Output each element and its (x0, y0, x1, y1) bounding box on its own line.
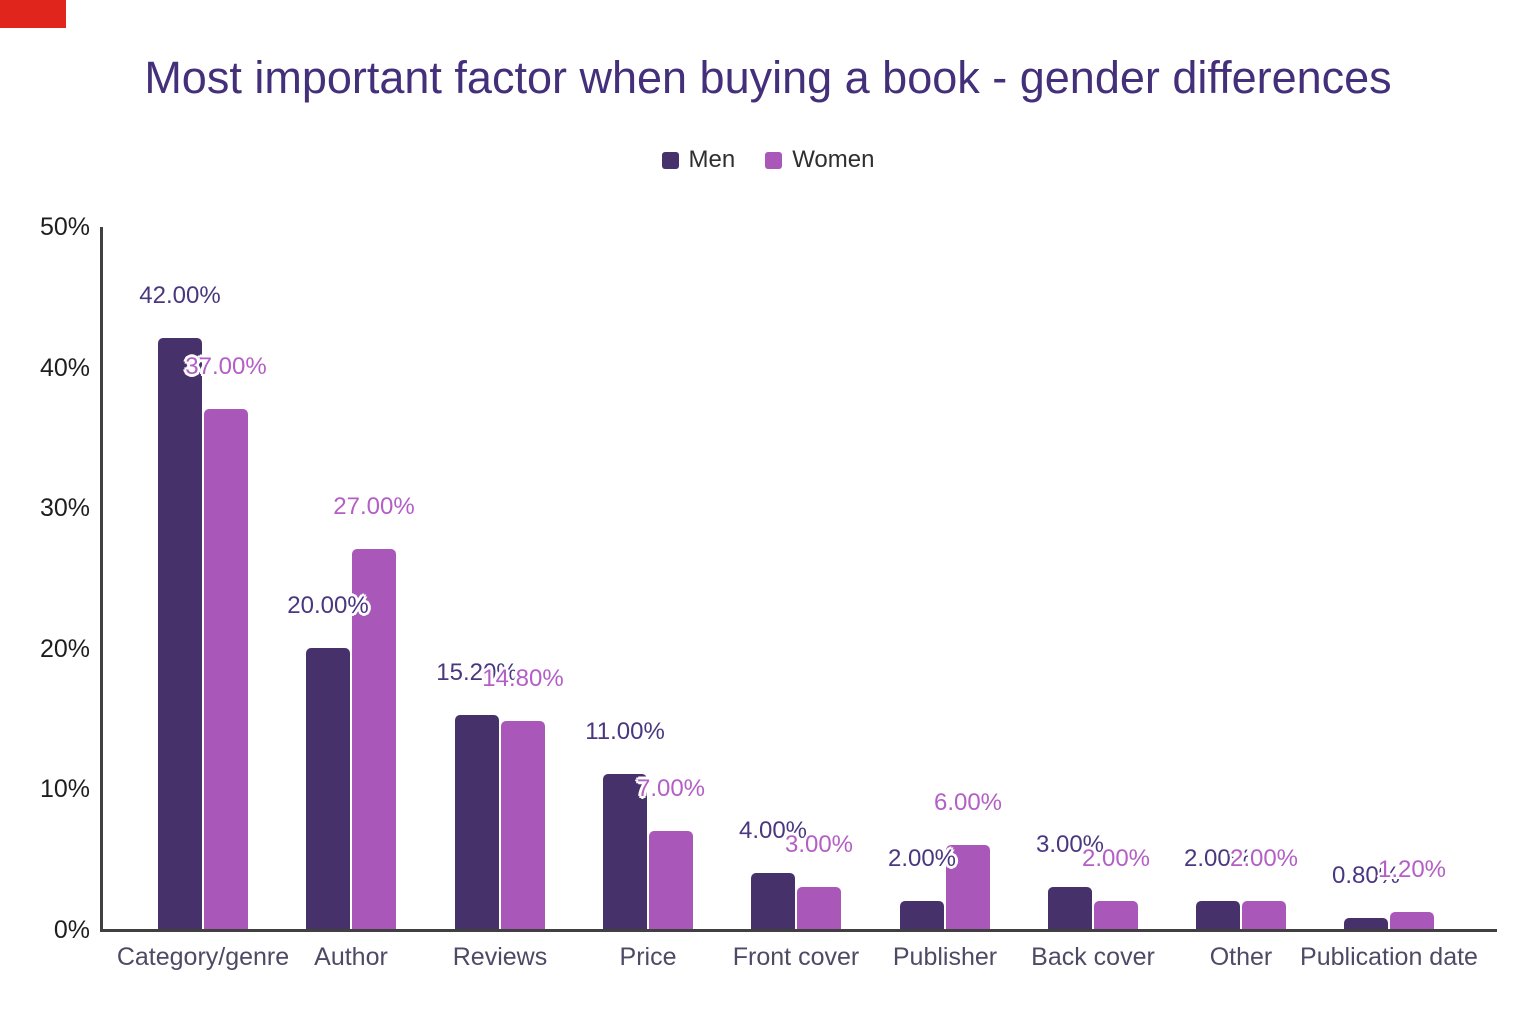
bar-label-men-8: 0.80% (1331, 862, 1401, 889)
x-tick-other: Other (1209, 943, 1273, 971)
y-tick-50%: 50% (39, 213, 90, 241)
bar-men-4 (751, 873, 795, 929)
bar-label-women-0: 37.00% (185, 353, 267, 380)
bar-label-women-5: 6.00% (933, 789, 1003, 816)
bar-label-men-5: 2.00% (887, 845, 957, 872)
bar-label-men-7: 2.00% (1183, 845, 1253, 872)
bar-men-8 (1344, 918, 1388, 929)
x-tick-publisher: Publisher (892, 943, 998, 971)
bar-label-women-1: 27.00% (333, 493, 415, 520)
chart-title: Most important factor when buying a book… (144, 52, 1392, 103)
bar-label-women-8: 1.20% (1377, 856, 1447, 883)
bar-women-1 (352, 549, 396, 929)
x-tick-reviews: Reviews (452, 943, 548, 971)
x-axis-line (100, 929, 1497, 932)
legend-swatch-men-icon (661, 151, 679, 169)
bar-women-8 (1390, 912, 1434, 929)
bar-label-men-6: 3.00% (1035, 831, 1105, 858)
bar-label-women-3: 7.00% (636, 775, 706, 802)
bar-women-5 (946, 845, 990, 929)
bar-label-men-3: 11.00% (585, 718, 665, 745)
bar-label-men-0: 42.00% (139, 282, 221, 309)
legend-swatch-women-icon (765, 151, 783, 169)
bar-label-women-2: 14.80% (482, 665, 564, 692)
legend-label-women: Women (792, 146, 875, 173)
bar-men-2 (455, 715, 499, 929)
bar-label-men-4: 4.00% (738, 817, 808, 844)
legend-item-women: Women (765, 146, 874, 174)
bar-men-0 (158, 338, 202, 929)
bar-women-3 (649, 831, 693, 929)
y-tick-10%: 10% (39, 775, 90, 804)
y-tick-30%: 30% (39, 494, 90, 523)
y-tick-20%: 20% (39, 634, 90, 663)
legend: Men Women (0, 146, 1536, 174)
y-tick-40%: 40% (39, 353, 90, 382)
bar-label-women-6: 2.00% (1081, 845, 1151, 872)
bar-label-women-7: 2.00% (1229, 845, 1299, 872)
legend-item-men: Men (661, 146, 736, 174)
bar-women-4 (797, 887, 841, 929)
x-tick-publication-date: Publication date (1300, 943, 1478, 971)
x-tick-author: Author (314, 943, 388, 971)
y-axis-line (100, 227, 103, 932)
legend-label-men: Men (688, 146, 736, 173)
red-corner-marker (0, 0, 66, 28)
bar-label-men-2: 15.20% (436, 659, 518, 686)
bar-men-3 (603, 774, 647, 929)
x-tick-category-genre: Category/genre (116, 943, 290, 971)
bar-women-0 (204, 409, 248, 929)
x-tick-front-cover: Front cover (732, 943, 860, 971)
y-tick-0%: 0% (53, 916, 90, 944)
bar-men-5 (900, 901, 944, 929)
bar-label-women-4: 3.00% (784, 831, 854, 858)
bar-men-7 (1196, 901, 1240, 929)
bar-women-6 (1094, 901, 1138, 929)
bar-men-6 (1048, 887, 1092, 929)
bar-women-7 (1242, 901, 1286, 929)
x-tick-price: Price (619, 943, 677, 971)
x-tick-back-cover: Back cover (1031, 943, 1155, 971)
bar-men-1 (306, 648, 350, 929)
bar-label-men-1: 20.00% (287, 592, 369, 619)
bar-women-2 (501, 721, 545, 929)
